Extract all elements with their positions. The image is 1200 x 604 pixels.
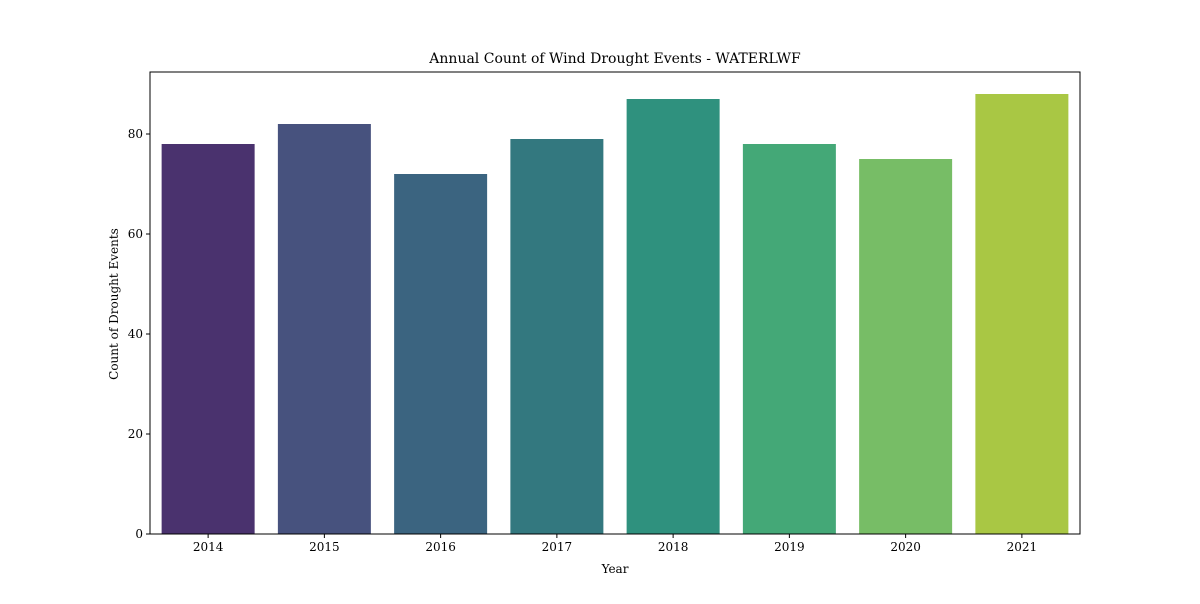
x-tick-label-2019: 2019 — [774, 540, 805, 554]
x-tick-label-2015: 2015 — [309, 540, 340, 554]
axes-layer: 2014 2015 2016 2017 2018 2019 2020 2021 0 20 40 60 8… — [128, 71, 1081, 554]
x-tick-label-2016: 2016 — [425, 540, 456, 554]
bar-2017 — [510, 139, 604, 534]
bar-2015 — [277, 124, 371, 534]
y-tick-label-20: 20 — [128, 427, 143, 441]
bar-2014 — [161, 144, 255, 534]
x-tick-label-2021: 2021 — [1007, 540, 1038, 554]
plot-frame — [149, 71, 1081, 535]
x-tick-label-2017: 2017 — [542, 540, 573, 554]
x-tick-label-2018: 2018 — [658, 540, 689, 554]
y-tick-label-40: 40 — [128, 327, 143, 341]
x-tick-label-2020: 2020 — [890, 540, 921, 554]
y-axis-label: Count of Drought Events — [107, 228, 121, 380]
y-tick-label-80: 80 — [128, 127, 143, 141]
bar-2018 — [626, 99, 720, 534]
x-tick-label-2014: 2014 — [193, 540, 224, 554]
x-axis-label: Year — [601, 562, 629, 576]
bar-2016 — [394, 174, 488, 534]
y-tick-label-60: 60 — [128, 227, 143, 241]
bar-2021 — [975, 94, 1069, 534]
chart-title: Annual Count of Wind Drought Events - WA… — [428, 51, 801, 67]
bars-layer — [161, 94, 1069, 534]
y-tick-label-0: 0 — [135, 527, 143, 541]
bar-2019 — [742, 144, 836, 534]
bar-2020 — [859, 159, 953, 534]
